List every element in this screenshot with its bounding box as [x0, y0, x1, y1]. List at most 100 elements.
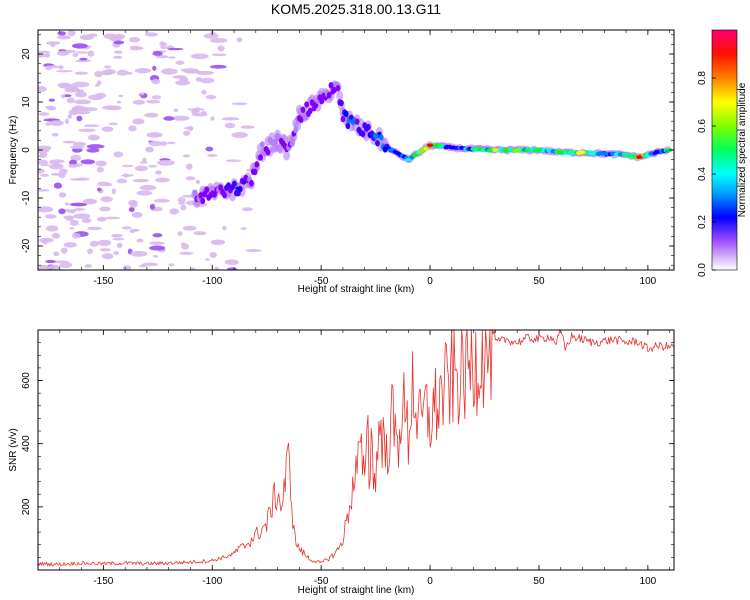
noise-blob [241, 207, 253, 212]
noise-blob [175, 60, 185, 65]
noise-blob [108, 122, 118, 126]
signal-cell [345, 122, 351, 130]
signal-halo [336, 90, 344, 101]
figure-title: KOM5.2025.318.00.13.G11 [271, 1, 441, 17]
noise-blob [38, 237, 54, 243]
snr-x-tick-label: -50 [314, 576, 329, 587]
spectrogram-signal [191, 80, 673, 208]
signal-cell [302, 113, 308, 121]
noise-blob [185, 163, 193, 170]
noise-blob [100, 196, 113, 203]
noise-blob [180, 204, 187, 211]
noise-blob [87, 134, 100, 141]
noise-blob [226, 267, 238, 270]
noise-blob [71, 81, 90, 88]
noise-blob [38, 159, 49, 165]
signal-cell [192, 189, 198, 197]
spectrogram-x-tick-label: -50 [314, 276, 329, 287]
noise-blob [82, 198, 98, 205]
noise-blob [38, 86, 47, 93]
signal-cell [265, 149, 271, 156]
signal-cell [338, 99, 344, 107]
noise-blob [214, 266, 220, 270]
noise-blob [160, 68, 178, 75]
noise-blob [51, 232, 61, 239]
noise-blob [57, 50, 70, 56]
noise-blob [141, 262, 159, 267]
signal-peak [535, 148, 543, 152]
signal-cell [273, 138, 279, 145]
spectrogram-x-tick-label: -150 [93, 276, 113, 287]
noise-blob [151, 78, 161, 85]
noise-blob [151, 95, 162, 100]
signal-cell [252, 168, 258, 176]
noise-blob [88, 94, 104, 101]
noise-blob [38, 112, 50, 116]
noise-blob [38, 168, 45, 174]
noise-blob [111, 233, 123, 238]
noise-blob [96, 181, 110, 187]
noise-blob [64, 202, 70, 206]
snr-y-label: SNR (v/v) [8, 428, 19, 471]
signal-cell [226, 182, 231, 189]
snr-y-ticks: 200 400 600 [21, 329, 674, 558]
noise-blob [179, 251, 194, 255]
signal-cell [319, 97, 325, 105]
noise-blob [160, 45, 169, 50]
noise-blob [121, 164, 134, 168]
noise-blob [134, 165, 148, 172]
noise-blob [59, 84, 77, 89]
noise-blob [152, 233, 163, 238]
signal-peak [579, 150, 586, 155]
noise-blob [99, 206, 111, 212]
noise-blob [48, 264, 61, 270]
noise-blob [183, 130, 191, 136]
colorbar-tick-label: 0.2 [697, 215, 708, 229]
noise-blob [159, 41, 166, 46]
noise-blob [199, 77, 215, 84]
noise-blob [70, 154, 82, 162]
noise-blob [101, 253, 114, 260]
signal-peak [346, 119, 353, 123]
spectrogram-x-label: Height of straight line (km) [298, 284, 415, 295]
noise-blob [69, 219, 79, 226]
noise-blob [145, 146, 154, 153]
signal-cell [254, 161, 260, 168]
colorbar-tick-label: 0.6 [697, 119, 708, 133]
noise-blob [65, 208, 70, 212]
noise-blob [69, 202, 88, 207]
noise-blob [190, 53, 209, 59]
noise-blob [209, 64, 227, 69]
noise-blob [97, 187, 102, 192]
noise-blob [184, 70, 201, 74]
noise-blob [69, 159, 78, 165]
colorbar-tick-label: 0.0 [697, 263, 708, 277]
noise-blob [210, 31, 216, 35]
signal-peak [372, 133, 379, 138]
signal-cell [198, 192, 204, 199]
signal-cell [340, 115, 346, 123]
noise-blob [181, 243, 190, 250]
spectrogram-x-tick-label: 50 [533, 276, 545, 287]
noise-blob [46, 106, 57, 111]
noise-blob [81, 217, 92, 224]
noise-blob [155, 170, 162, 175]
signal-cell [222, 192, 227, 199]
noise-blob [211, 53, 227, 57]
noise-blob [145, 32, 158, 37]
noise-blob [139, 184, 157, 191]
noise-blob [149, 203, 156, 210]
noise-blob [51, 132, 59, 137]
noise-blob [58, 208, 66, 215]
noise-blob [136, 190, 153, 196]
noise-blob [71, 232, 81, 239]
colorbar-tick-label: 0.4 [697, 167, 708, 181]
noise-blob [203, 33, 219, 39]
noise-blob [236, 37, 243, 43]
signal-cell [307, 107, 313, 115]
noise-blob [128, 207, 135, 213]
noise-blob [132, 178, 150, 183]
colorbar-label: Normalized spectral amplitude [737, 82, 748, 217]
noise-blob [166, 141, 176, 145]
noise-blob [72, 208, 86, 211]
